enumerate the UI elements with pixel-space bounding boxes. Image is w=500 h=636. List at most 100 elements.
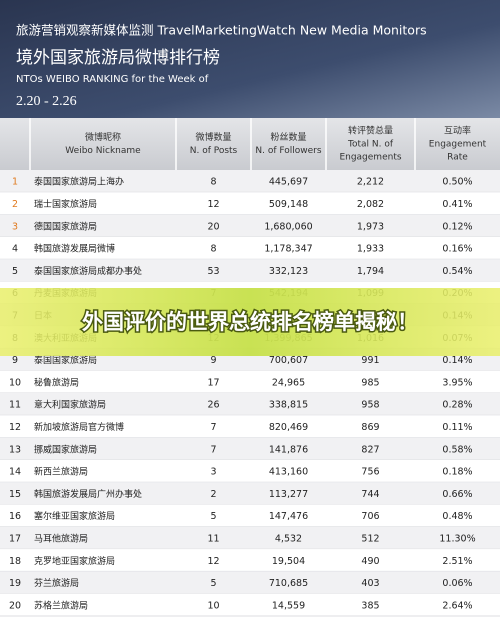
- cell: 1,794: [357, 266, 384, 277]
- banner-text: 外国评价的世界总统排名榜单揭秘！: [82, 310, 418, 334]
- cell: 17: [207, 377, 219, 388]
- cell: 9: [210, 355, 216, 366]
- rank: 5: [12, 266, 18, 277]
- header-title: 境外国家旅游局微博排行榜: [16, 48, 220, 68]
- cell: 12: [207, 556, 219, 567]
- cell: 韩国旅游发展局微博: [34, 243, 115, 255]
- row-background: [0, 259, 500, 282]
- cell: 706: [361, 511, 379, 522]
- cell: 710,685: [269, 578, 308, 589]
- cell: 490: [361, 556, 379, 567]
- cell: 7: [210, 422, 216, 433]
- cell: 德国国家旅游局: [34, 220, 97, 232]
- rank: 2: [12, 199, 18, 210]
- cell: 744: [361, 489, 379, 500]
- cell: 0.41%: [442, 199, 472, 210]
- row-background: [0, 482, 500, 505]
- cell: 53: [207, 266, 219, 277]
- column-header: 转评赞总量: [348, 125, 393, 137]
- cell: 512: [361, 533, 379, 544]
- column-header: 粉丝数量: [270, 131, 306, 143]
- cell: 338,815: [269, 400, 308, 411]
- cell: 827: [361, 444, 379, 455]
- cell: 0.14%: [442, 355, 472, 366]
- cell: 19,504: [272, 556, 305, 567]
- row-background: [0, 437, 500, 460]
- cell: 12: [207, 199, 219, 210]
- row-background: [0, 459, 500, 483]
- rank: 9: [12, 355, 18, 366]
- rank: 1: [12, 177, 18, 188]
- column-header: Total N. of: [347, 140, 394, 150]
- row-background: [0, 236, 500, 260]
- rank: 14: [9, 467, 21, 478]
- cell: 385: [361, 600, 379, 611]
- cell: 韩国旅游发展局广州办事处: [34, 488, 142, 500]
- row-background: [0, 504, 500, 527]
- column-header: N. of Posts: [190, 146, 238, 156]
- cell: 147,476: [269, 511, 308, 522]
- cell: 0.54%: [442, 266, 472, 277]
- cell: 泰国国家旅游局: [34, 354, 97, 366]
- cell: 0.18%: [442, 467, 472, 478]
- row-background: [0, 593, 500, 616]
- cell: 1,680,060: [264, 221, 312, 232]
- header-background: [0, 0, 500, 118]
- cell: 新西兰旅游局: [34, 466, 88, 478]
- cell: 0.66%: [442, 489, 472, 500]
- cell: 挪威国家旅游局: [34, 443, 97, 455]
- rank: 4: [12, 244, 18, 255]
- cell: 新加坡旅游局官方微博: [34, 421, 124, 433]
- cell: 10: [207, 600, 219, 611]
- cell: 0.06%: [442, 578, 472, 589]
- cell: 1,973: [357, 221, 384, 232]
- cell: 芬兰旅游局: [34, 577, 79, 589]
- header-subtitle: NTOs WEIBO RANKING for the Week of: [16, 74, 209, 85]
- cell: 泰国国家旅游局成都办事处: [34, 265, 142, 277]
- cell: 秘鲁旅游局: [34, 376, 79, 388]
- cell: 0.16%: [442, 244, 472, 255]
- cell: 2,082: [357, 199, 384, 210]
- cell: 8: [210, 244, 216, 255]
- cell: 332,123: [269, 266, 308, 277]
- rank: 18: [9, 556, 21, 567]
- rank: 12: [9, 422, 21, 433]
- cell: 马耳他旅游局: [34, 532, 88, 544]
- header-line: 旅游营销观察新媒体监测 TravelMarketingWatch New Med…: [16, 23, 427, 38]
- cell: 509,148: [269, 199, 308, 210]
- cell: 3: [210, 467, 216, 478]
- column-header: N. of Followers: [255, 146, 321, 156]
- cell: 11.30%: [439, 533, 475, 544]
- cell: 958: [361, 400, 379, 411]
- cell: 5: [210, 578, 216, 589]
- rank: 17: [9, 533, 21, 544]
- rank: 15: [9, 489, 21, 500]
- row-background: [0, 549, 500, 572]
- cell: 413,160: [269, 467, 308, 478]
- cell: 瑞士国家旅游局: [34, 198, 97, 210]
- rank: 20: [9, 600, 21, 611]
- cell: 11: [207, 533, 219, 544]
- column-header: Weibo Nickname: [65, 146, 141, 156]
- row-background: [0, 526, 500, 550]
- cell: 0.11%: [442, 422, 472, 433]
- row-background: [0, 571, 500, 594]
- cell: 克罗地亚国家旅游局: [34, 555, 115, 567]
- column-header: Engagements: [339, 153, 401, 163]
- rank: 3: [12, 221, 18, 232]
- rank: 13: [9, 444, 21, 455]
- cell: 2.51%: [442, 556, 472, 567]
- cell: 苏格兰旅游局: [34, 599, 88, 611]
- row-background: [0, 192, 500, 215]
- cell: 0.48%: [442, 511, 472, 522]
- rank: 19: [9, 578, 21, 589]
- cell: 445,697: [269, 177, 308, 188]
- cell: 0.12%: [442, 221, 472, 232]
- rank: 11: [9, 400, 21, 411]
- row-background: [0, 214, 500, 237]
- column-header: Rate: [447, 153, 468, 163]
- cell: 403: [361, 578, 379, 589]
- cell: 4,532: [275, 533, 302, 544]
